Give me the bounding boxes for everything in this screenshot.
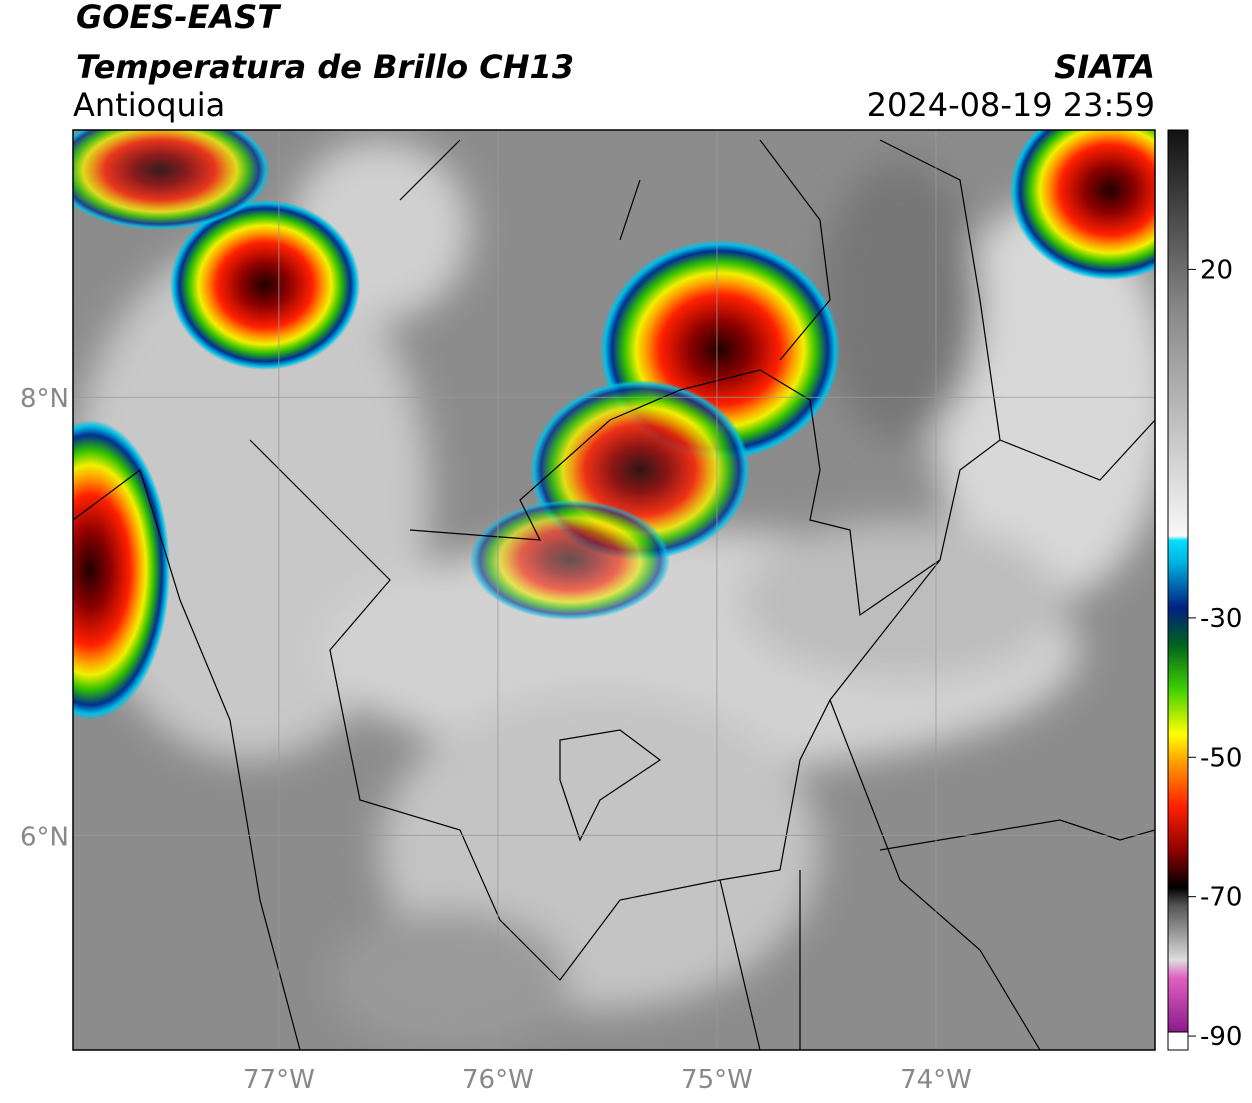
colorbar-tick-label: -30 [1200,604,1242,634]
title: GOES-EAST [76,0,281,36]
colorbar-tick-label: 20 [1200,255,1233,285]
subtitle: Temperatura de Brillo CH13 [76,48,574,86]
region: Antioquia [73,86,225,124]
colorbar [1168,130,1188,1032]
x-tick-label: 74°W [900,1065,972,1095]
colorbar-tick-label: -50 [1200,743,1242,773]
colorbar-tick-label: -90 [1200,1022,1242,1052]
x-tick-label: 75°W [681,1065,753,1095]
datetime: 2024-08-19 23:59 [867,86,1155,124]
x-tick-label: 76°W [462,1065,534,1095]
grid [73,130,1155,1050]
colorbar-tick-label: -70 [1200,883,1242,913]
y-tick-label: 6°N [20,822,69,852]
source: SIATA [1054,48,1155,86]
map-image [73,130,1155,1050]
x-tick-label: 77°W [243,1065,315,1095]
map-frame [72,129,1156,1051]
colorbar-frame [1167,129,1189,1051]
y-tick-label: 8°N [20,384,69,414]
colorbar-extend [1167,1031,1189,1051]
